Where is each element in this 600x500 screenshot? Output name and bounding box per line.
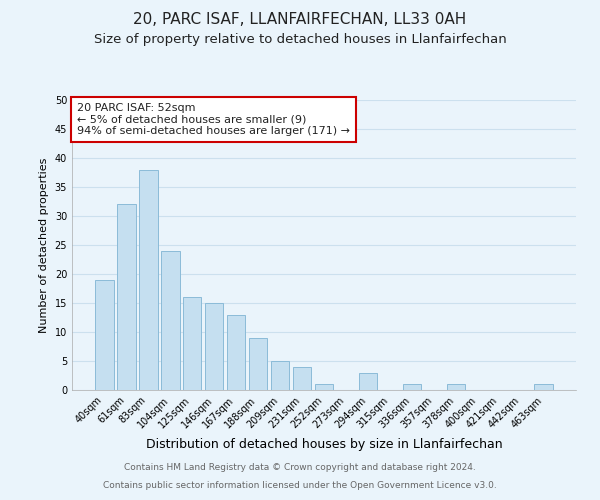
Text: 20, PARC ISAF, LLANFAIRFECHAN, LL33 0AH: 20, PARC ISAF, LLANFAIRFECHAN, LL33 0AH [133,12,467,28]
Text: Contains HM Land Registry data © Crown copyright and database right 2024.: Contains HM Land Registry data © Crown c… [124,464,476,472]
Y-axis label: Number of detached properties: Number of detached properties [39,158,49,332]
X-axis label: Distribution of detached houses by size in Llanfairfechan: Distribution of detached houses by size … [146,438,502,451]
Bar [359,372,377,390]
Bar [271,361,289,390]
Text: Contains public sector information licensed under the Open Government Licence v3: Contains public sector information licen… [103,481,497,490]
Text: Size of property relative to detached houses in Llanfairfechan: Size of property relative to detached ho… [94,32,506,46]
Bar [535,384,553,390]
Bar [446,384,465,390]
Bar [205,303,223,390]
Bar [403,384,421,390]
Text: 20 PARC ISAF: 52sqm
← 5% of detached houses are smaller (9)
94% of semi-detached: 20 PARC ISAF: 52sqm ← 5% of detached hou… [77,103,350,136]
Bar [249,338,268,390]
Bar [183,297,202,390]
Bar [314,384,334,390]
Bar [227,314,245,390]
Bar [95,280,113,390]
Bar [161,251,179,390]
Bar [293,367,311,390]
Bar [139,170,158,390]
Bar [117,204,136,390]
